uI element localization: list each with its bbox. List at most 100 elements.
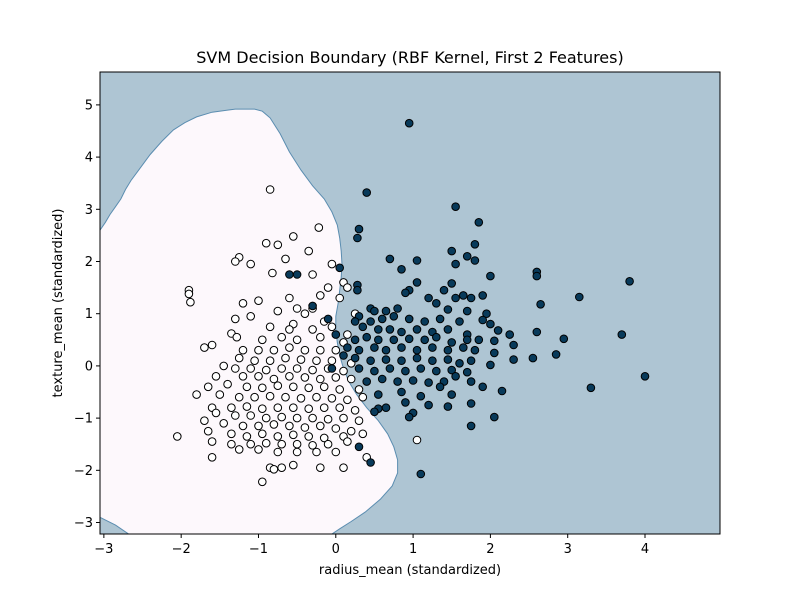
point-class-1-81 [397, 343, 406, 352]
point-class-0-125 [269, 420, 279, 429]
point-class-0-75 [285, 372, 294, 381]
point-class-1-41 [482, 309, 491, 319]
point-class-1-72 [474, 335, 484, 345]
point-class-1-1 [362, 188, 372, 197]
point-class-0-0 [265, 185, 275, 194]
point-class-0-82 [242, 382, 252, 392]
point-class-1-31 [625, 277, 634, 286]
point-class-0-137 [304, 432, 314, 441]
point-class-0-90 [192, 390, 201, 399]
point-class-0-4 [289, 232, 298, 241]
point-class-1-89 [528, 353, 538, 363]
point-class-1-23 [412, 278, 422, 287]
point-class-0-91 [215, 390, 225, 399]
point-class-1-127 [424, 400, 433, 410]
point-class-0-84 [273, 381, 283, 391]
point-class-0-58 [296, 355, 306, 364]
point-class-0-5 [281, 254, 290, 264]
point-class-0-50 [285, 343, 294, 352]
point-class-0-18 [343, 283, 352, 292]
point-class-1-44 [377, 314, 387, 324]
point-class-1-90 [551, 350, 561, 359]
point-class-0-128 [316, 421, 325, 431]
point-class-1-97 [443, 355, 453, 364]
point-class-1-102 [370, 366, 379, 376]
point-class-1-95 [412, 353, 422, 363]
point-class-0-114 [261, 413, 271, 423]
point-class-1-9 [462, 251, 472, 261]
point-class-0-77 [316, 374, 325, 384]
point-class-0-102 [227, 403, 236, 413]
point-class-1-34 [381, 306, 391, 316]
point-class-1-14 [486, 271, 495, 281]
y-tick-label: 2 [85, 255, 93, 270]
x-tick-label: 4 [641, 542, 649, 557]
point-class-0-55 [250, 356, 259, 366]
y-axis: −3 −2 −1 0 1 2 3 4 5 [74, 98, 100, 531]
point-class-1-43 [366, 317, 375, 326]
point-class-0-72 [238, 372, 248, 381]
point-class-0-33 [265, 322, 275, 332]
point-class-0-122 [219, 419, 228, 428]
point-class-0-56 [265, 356, 275, 366]
point-class-1-21 [447, 279, 457, 288]
point-class-1-2 [451, 202, 460, 211]
point-class-1-98 [455, 359, 464, 368]
point-class-1-6 [470, 240, 480, 249]
point-class-1-100 [486, 360, 495, 370]
point-class-0-143 [227, 439, 236, 449]
point-class-1-137 [354, 442, 364, 452]
point-class-0-40 [207, 340, 217, 350]
y-tick-label: −2 [74, 464, 93, 479]
x-axis: −3 −2 −1 0 1 2 3 4 [94, 534, 649, 557]
point-class-1-106 [432, 366, 441, 376]
plot-area [100, 108, 650, 534]
point-class-1-55 [397, 327, 406, 337]
point-class-1-27 [478, 291, 488, 300]
point-class-1-116 [466, 377, 476, 386]
point-class-1-10 [385, 254, 395, 264]
point-class-0-37 [343, 330, 352, 339]
point-class-1-60 [493, 326, 503, 335]
point-class-0-47 [238, 345, 248, 355]
point-class-1-113 [424, 378, 433, 387]
point-class-0-160 [316, 463, 325, 473]
point-class-0-140 [358, 429, 368, 439]
point-class-0-99 [343, 395, 352, 405]
point-class-1-13 [470, 256, 480, 265]
point-class-0-60 [327, 356, 337, 366]
point-class-0-8 [231, 257, 240, 266]
point-class-0-63 [231, 364, 240, 373]
point-class-0-141 [173, 432, 182, 441]
point-class-1-94 [397, 356, 406, 366]
point-class-0-96 [296, 394, 306, 403]
point-class-0-48 [254, 345, 263, 355]
point-class-1-115 [451, 372, 460, 381]
point-class-1-118 [497, 386, 507, 396]
point-class-1-22 [439, 285, 449, 295]
point-class-1-104 [401, 366, 410, 376]
point-class-1-39 [443, 305, 453, 314]
point-class-0-52 [316, 345, 325, 355]
y-tick-label: −3 [74, 516, 93, 531]
point-class-1-121 [374, 390, 383, 399]
x-tick-label: 0 [332, 542, 340, 557]
point-class-1-86 [470, 345, 480, 355]
point-class-1-56 [412, 325, 422, 334]
y-tick-label: 1 [85, 307, 93, 322]
point-class-1-5 [353, 233, 362, 243]
point-class-0-144 [246, 439, 255, 449]
point-class-1-37 [432, 299, 441, 308]
point-class-0-164 [277, 463, 287, 473]
point-class-1-40 [462, 306, 472, 316]
point-class-1-131 [466, 399, 476, 408]
point-class-0-6 [304, 246, 314, 256]
point-class-1-83 [428, 343, 437, 352]
point-class-1-141 [308, 301, 317, 311]
point-class-1-62 [532, 327, 542, 337]
point-class-0-22 [254, 296, 263, 306]
point-class-0-129 [331, 424, 341, 433]
point-class-0-23 [238, 299, 248, 308]
point-class-0-9 [246, 259, 255, 269]
point-class-1-3 [474, 218, 484, 227]
